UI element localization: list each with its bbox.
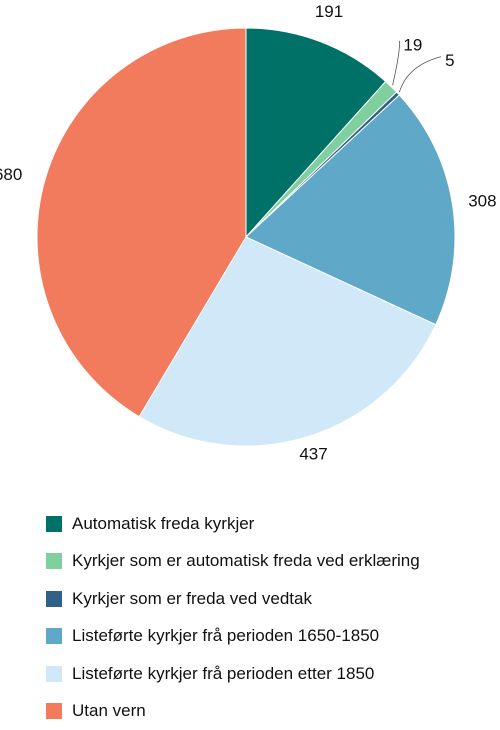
legend-item: Listeførte kyrkjer frå perioden etter 18… xyxy=(46,655,486,693)
leader-line xyxy=(399,57,441,93)
legend-label: Listeførte kyrkjer frå perioden 1650-185… xyxy=(72,626,379,646)
legend-label: Kyrkjer som er freda ved vedtak xyxy=(72,589,312,609)
legend-label: Utan vern xyxy=(72,701,146,721)
leader-line xyxy=(393,41,400,86)
slice-value-label: 19 xyxy=(403,35,422,54)
legend-swatch xyxy=(46,666,62,682)
legend-label: Kyrkjer som er automatisk freda ved erkl… xyxy=(72,551,420,571)
legend-item: Listeførte kyrkjer frå perioden 1650-185… xyxy=(46,618,486,656)
legend-swatch xyxy=(46,516,62,532)
legend-item: Kyrkjer som er freda ved vedtak xyxy=(46,580,486,618)
slice-value-label: 191 xyxy=(315,2,343,21)
slice-value-label: 5 xyxy=(445,51,454,70)
legend-label: Automatisk freda kyrkjer xyxy=(72,514,254,534)
slice-value-label: 308 xyxy=(468,191,496,210)
slice-value-label: 437 xyxy=(299,444,327,463)
legend-item: Automatisk freda kyrkjer xyxy=(46,505,486,543)
legend-swatch xyxy=(46,628,62,644)
slice-value-label: 680 xyxy=(0,165,22,184)
legend-swatch xyxy=(46,591,62,607)
legend: Automatisk freda kyrkjer Kyrkjer som er … xyxy=(46,505,486,730)
legend-label: Listeførte kyrkjer frå perioden etter 18… xyxy=(72,664,374,684)
pie-chart: 191 19 5 308 437 680 xyxy=(0,0,500,500)
legend-swatch xyxy=(46,703,62,719)
legend-swatch xyxy=(46,553,62,569)
legend-item: Kyrkjer som er automatisk freda ved erkl… xyxy=(46,543,486,581)
legend-item: Utan vern xyxy=(46,693,486,730)
